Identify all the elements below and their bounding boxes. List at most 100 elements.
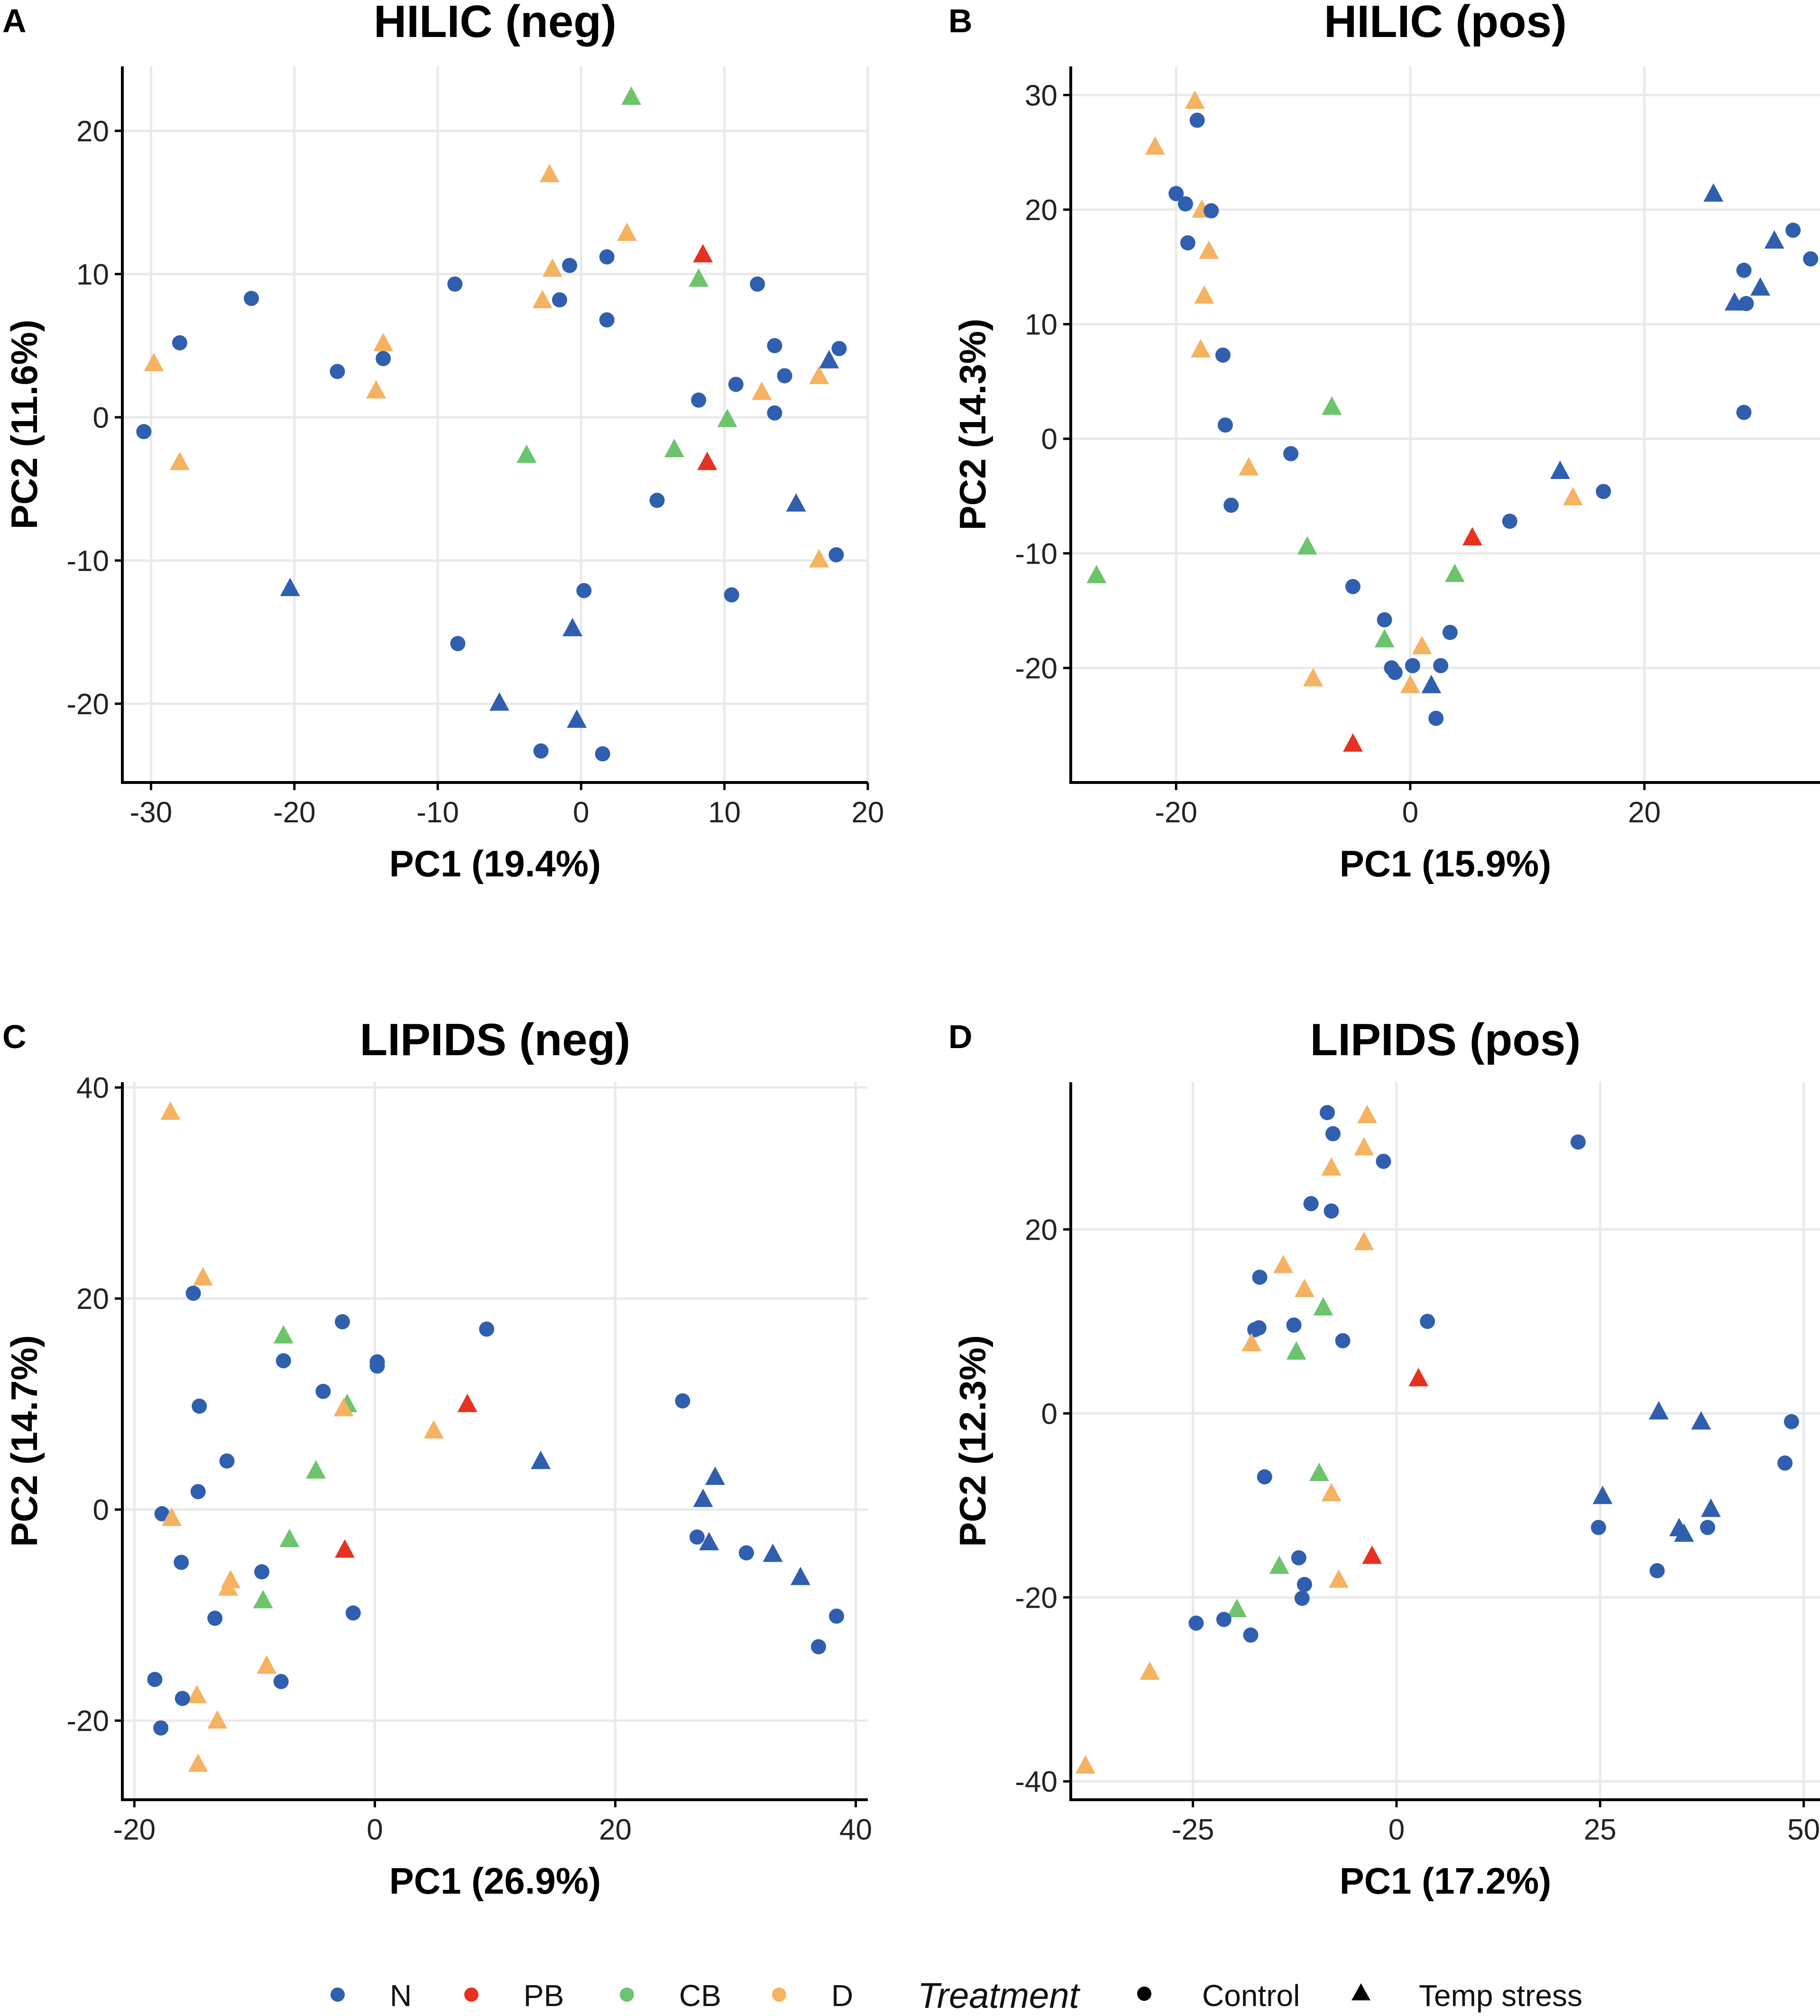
point-n-control [1324,1203,1339,1219]
point-d-temp-stress [1185,90,1205,109]
panel-letter: D [948,1018,973,1055]
point-cb-temp-stress [279,1528,300,1547]
point-n-temp-stress [693,1488,713,1507]
panel-d: D LIPIDS (pos) -25 0 25 50 -40 -20 0 20 PC1 (17.2%… [948,1014,1820,1902]
point-d-temp-stress [1145,136,1165,155]
point-pb-temp-stress [457,1393,478,1412]
point-cb-temp-stress [1374,629,1395,648]
point-pb-temp-stress [693,244,713,263]
point-d-temp-stress [752,381,772,400]
point-n-control [649,493,665,508]
point-cb-temp-stress [516,444,537,463]
y-tick-label: -10 [66,545,109,578]
point-n-control [1294,1591,1310,1606]
point-d-temp-stress [373,332,394,351]
point-pb-temp-stress [697,451,717,470]
x-tick-label: 40 [839,1813,872,1846]
point-n-control [1649,1563,1665,1579]
point-d-temp-stress [1241,1333,1262,1352]
point-n-control [1291,1550,1306,1565]
point-n-control [207,1611,223,1626]
point-n-control [1785,222,1801,238]
point-d-temp-stress [169,451,190,470]
point-d-temp-stress [532,290,552,308]
panel-title: HILIC (neg) [374,0,616,47]
y-tick-label: -20 [1015,652,1057,685]
point-cb-temp-stress [306,1460,326,1479]
point-n-control [244,291,259,306]
point-n-control [1738,296,1754,312]
point-d-temp-stress [1303,668,1323,687]
point-n-temp-stress [1421,674,1442,693]
point-d-temp-stress [1239,457,1259,476]
point-d-temp-stress [162,1508,182,1526]
point-cb-temp-stress [717,408,737,427]
panel-letter: B [948,2,973,39]
point-cb-temp-stress [1322,396,1342,415]
x-tick-label: 20 [599,1813,632,1846]
point-n-control [1570,1134,1586,1150]
x-tick-label: -10 [416,796,459,829]
point-d-temp-stress [1140,1661,1160,1680]
point-n-temp-stress [1649,1401,1669,1420]
point-n-control [1376,1153,1391,1169]
point-d-temp-stress [333,1398,354,1417]
x-axis-label: PC1 (17.2%) [1340,1860,1552,1902]
point-cb-temp-stress [1269,1556,1289,1574]
point-n-control [777,368,792,384]
point-n-control [675,1393,690,1408]
point-n-control [185,1286,201,1301]
point-d-temp-stress [144,353,164,371]
point-n-control [1700,1519,1715,1535]
legend-swatch-d [772,1988,786,2002]
y-tick-label: -10 [1015,538,1057,571]
point-n-control [330,364,345,379]
point-n-control [562,258,578,273]
point-n-control [450,636,466,652]
legend-label-n: N [390,1979,412,2013]
legend-label-d: D [831,1979,853,2013]
point-n-control [174,1555,189,1570]
point-n-control [1590,1519,1606,1535]
point-n-control [1502,514,1517,529]
point-n-control [829,1608,845,1624]
point-n-control [1325,1126,1341,1141]
point-n-control [738,1545,754,1561]
point-n-control [1319,1105,1335,1121]
point-d-temp-stress [1294,1279,1314,1298]
point-n-control [1247,1322,1263,1337]
point-n-control [750,276,765,292]
point-n-control [345,1605,361,1621]
point-n-temp-stress [1550,460,1570,479]
legend-label-pb: PB [524,1979,564,2013]
y-axis-label: PC2 (14.3%) [952,319,993,531]
point-n-temp-stress [699,1532,719,1550]
point-d-temp-stress [218,1577,239,1596]
point-cb-temp-stress [689,268,709,287]
point-d-temp-stress [1354,1137,1374,1156]
point-n-control [1420,1314,1435,1329]
y-tick-label: 0 [1041,423,1057,456]
panel-b: B HILIC (pos) -20 0 20 -20 -10 0 10 20 30 PC1 (15.9… [948,0,1820,884]
point-d-temp-stress [160,1101,181,1120]
point-n-control [1345,579,1360,594]
y-tick-label: 30 [1025,79,1057,112]
panel-a: A HILIC (neg) -30 -20 -10 0 10 20 -20 -10 0 10 20 PC1… [2,0,884,884]
point-n-control [1283,446,1299,461]
point-n-temp-stress [1750,277,1771,296]
x-axis-label: PC1 (26.9%) [389,1860,601,1902]
x-tick-label: 0 [1402,796,1418,829]
point-cb-temp-stress [1309,1463,1329,1481]
point-n-control [376,351,391,367]
legend-label-circle: Control [1202,1979,1300,2013]
point-n-control [1335,1333,1351,1349]
y-tick-label: 10 [1025,309,1057,341]
point-n-control [273,1674,289,1689]
y-tick-label: 0 [1041,1398,1057,1430]
point-n-temp-stress [1691,1411,1711,1430]
point-d-temp-stress [193,1267,213,1286]
point-n-control [689,1529,705,1545]
point-pb-temp-stress [1462,527,1482,546]
panel-title: HILIC (pos) [1324,0,1567,47]
point-d-temp-stress [539,164,560,183]
